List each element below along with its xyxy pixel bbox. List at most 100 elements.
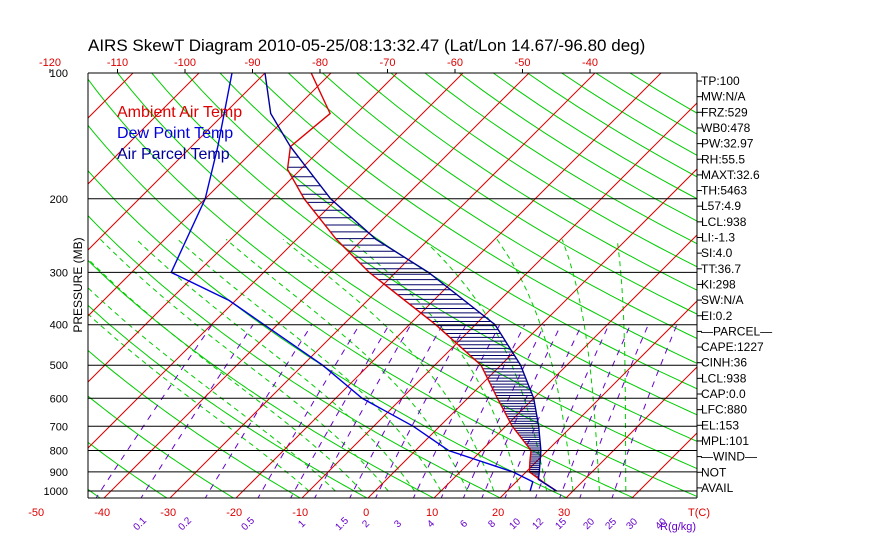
- mixing-ratio-tick-label: 1: [296, 518, 308, 530]
- mixing-ratio-tick-label: 0.1: [131, 515, 149, 533]
- stability-index-label: EI:0.2: [701, 309, 733, 323]
- legend-parcel-temp: Air Parcel Temp: [117, 146, 230, 163]
- pressure-tick-label: 100: [50, 68, 68, 80]
- mixing-ratio-line: [579, 324, 649, 498]
- pressure-tick-label: 700: [50, 421, 68, 433]
- mixing-ratio-unit-label: R(g/kg): [660, 521, 696, 533]
- bottom-temp-tick-label: 10: [426, 507, 438, 519]
- isotherm: [88, 73, 266, 251]
- pressure-tick-label: 300: [50, 267, 68, 279]
- bottom-temp-tick-label: -10: [292, 507, 308, 519]
- dry-adiabat: [185, 73, 697, 416]
- pressure-tick-label: 500: [50, 360, 68, 372]
- y-axis-label: PRESSURE (MB): [71, 237, 85, 332]
- stability-index-label: CAP:0.0: [701, 387, 746, 401]
- top-temp-tick-label: -60: [447, 57, 463, 69]
- pressure-tick-label: 900: [50, 467, 68, 479]
- mixing-ratio-tick-label: 30: [624, 516, 640, 532]
- mixing-ratio-line: [204, 324, 313, 498]
- isotherm: [433, 234, 697, 498]
- mixing-ratio-line: [290, 324, 390, 498]
- mixing-ratio-tick-label: 25: [603, 516, 619, 532]
- stability-index-label: —PARCEL—: [701, 324, 772, 338]
- dry-adiabat: [117, 73, 697, 470]
- mixing-ratio-line: [462, 324, 545, 498]
- moist-adiabat: [561, 239, 600, 492]
- stability-index-label: L57:4.9: [701, 199, 741, 213]
- mixing-ratio-tick-label: 0.5: [239, 515, 257, 533]
- moist-adiabat: [616, 239, 627, 491]
- stability-index-label: RH:55.5: [701, 152, 745, 166]
- dry-adiabat: [88, 214, 502, 498]
- dry-adiabat: [88, 124, 636, 498]
- mixing-ratio-line: [412, 324, 501, 498]
- dry-adiabat: [322, 73, 697, 315]
- stability-index-label: LCL:938: [701, 371, 747, 385]
- stability-index-label: MPL:101: [701, 434, 749, 448]
- mixing-ratio-lines: [95, 324, 678, 498]
- ambient-temp-line: [286, 73, 557, 492]
- stability-index-label: LFC:880: [701, 403, 747, 417]
- top-temp-tick-label: -70: [380, 57, 396, 69]
- mixing-ratio-tick-label: 1.5: [333, 515, 351, 533]
- dry-adiabat: [493, 73, 697, 200]
- stability-index-label: LI:-1.3: [701, 231, 735, 245]
- chart-title: AIRS SkewT Diagram 2010-05-25/08:13:32.4…: [88, 36, 646, 55]
- pressure-tick-label: 400: [50, 320, 68, 332]
- mixing-ratio-tick-label: 12: [530, 516, 546, 532]
- mixing-ratio-line: [314, 324, 412, 498]
- moist-adiabat: [88, 258, 363, 492]
- moist-adiabat: [88, 287, 336, 492]
- stability-index-label: FRZ:529: [701, 105, 748, 119]
- bottom-temp-tick-label: -20: [226, 507, 242, 519]
- stability-index-label: PW:32.97: [701, 137, 754, 151]
- isotherm: [301, 102, 697, 498]
- pressure-tick-label: 600: [50, 393, 68, 405]
- mixing-ratio-tick-label: 0.2: [176, 515, 194, 533]
- bottom-temp-tick-label: 20: [492, 507, 504, 519]
- pressure-tick-label: 1000: [44, 486, 68, 498]
- legend-dew-point: Dew Point Temp: [117, 125, 233, 142]
- parcel-temp-line: [264, 73, 557, 492]
- bottom-temp-tick-label: 30: [558, 507, 570, 519]
- dry-adiabat: [288, 73, 697, 340]
- mixing-ratio-line: [481, 324, 562, 498]
- cape-hatching: [287, 156, 541, 478]
- stability-index-label: NOT: [701, 465, 727, 479]
- mixing-ratio-line: [257, 324, 361, 498]
- bottom-temp-tick-label: -50: [28, 507, 44, 519]
- mixing-ratio-tick-label: 3: [392, 518, 404, 530]
- stability-index-label: SW:N/A: [701, 293, 743, 307]
- mixing-ratio-line: [375, 324, 467, 498]
- bottom-temp-tick-label: 0: [363, 507, 369, 519]
- mixing-ratio-tick-label: 2: [360, 518, 372, 530]
- dry-adiabat: [88, 441, 168, 498]
- moist-adiabat: [282, 238, 495, 492]
- moist-adiabat: [100, 238, 389, 492]
- top-temp-tick-label: -100: [174, 57, 196, 69]
- dry-adiabat: [88, 395, 235, 498]
- mixing-ratio-line: [140, 324, 254, 498]
- stability-index-label: MAXT:32.6: [701, 168, 760, 182]
- dry-adiabat: [88, 349, 302, 498]
- mixing-ratio-tick-label: 8: [486, 518, 498, 530]
- isotherm: [88, 73, 398, 383]
- isotherm: [0, 64, 76, 500]
- stability-index-label: AVAIL: [701, 481, 734, 495]
- dry-adiabat: [219, 73, 697, 390]
- pressure-tick-label: 800: [50, 446, 68, 458]
- isotherm: [103, 73, 530, 498]
- top-temp-tick-label: -40: [582, 57, 598, 69]
- isotherms: [0, 64, 697, 500]
- dry-adiabat: [88, 304, 369, 498]
- dry-adiabat: [356, 73, 697, 291]
- stability-index-label: SI:4.0: [701, 246, 733, 260]
- x-axis-label: T(C): [688, 507, 710, 519]
- stability-index-label: EL:153: [701, 418, 739, 432]
- top-temp-tick-label: -110: [107, 57, 128, 69]
- dry-adiabat: [88, 259, 435, 498]
- isotherm: [88, 73, 200, 185]
- moist-adiabat: [496, 239, 574, 492]
